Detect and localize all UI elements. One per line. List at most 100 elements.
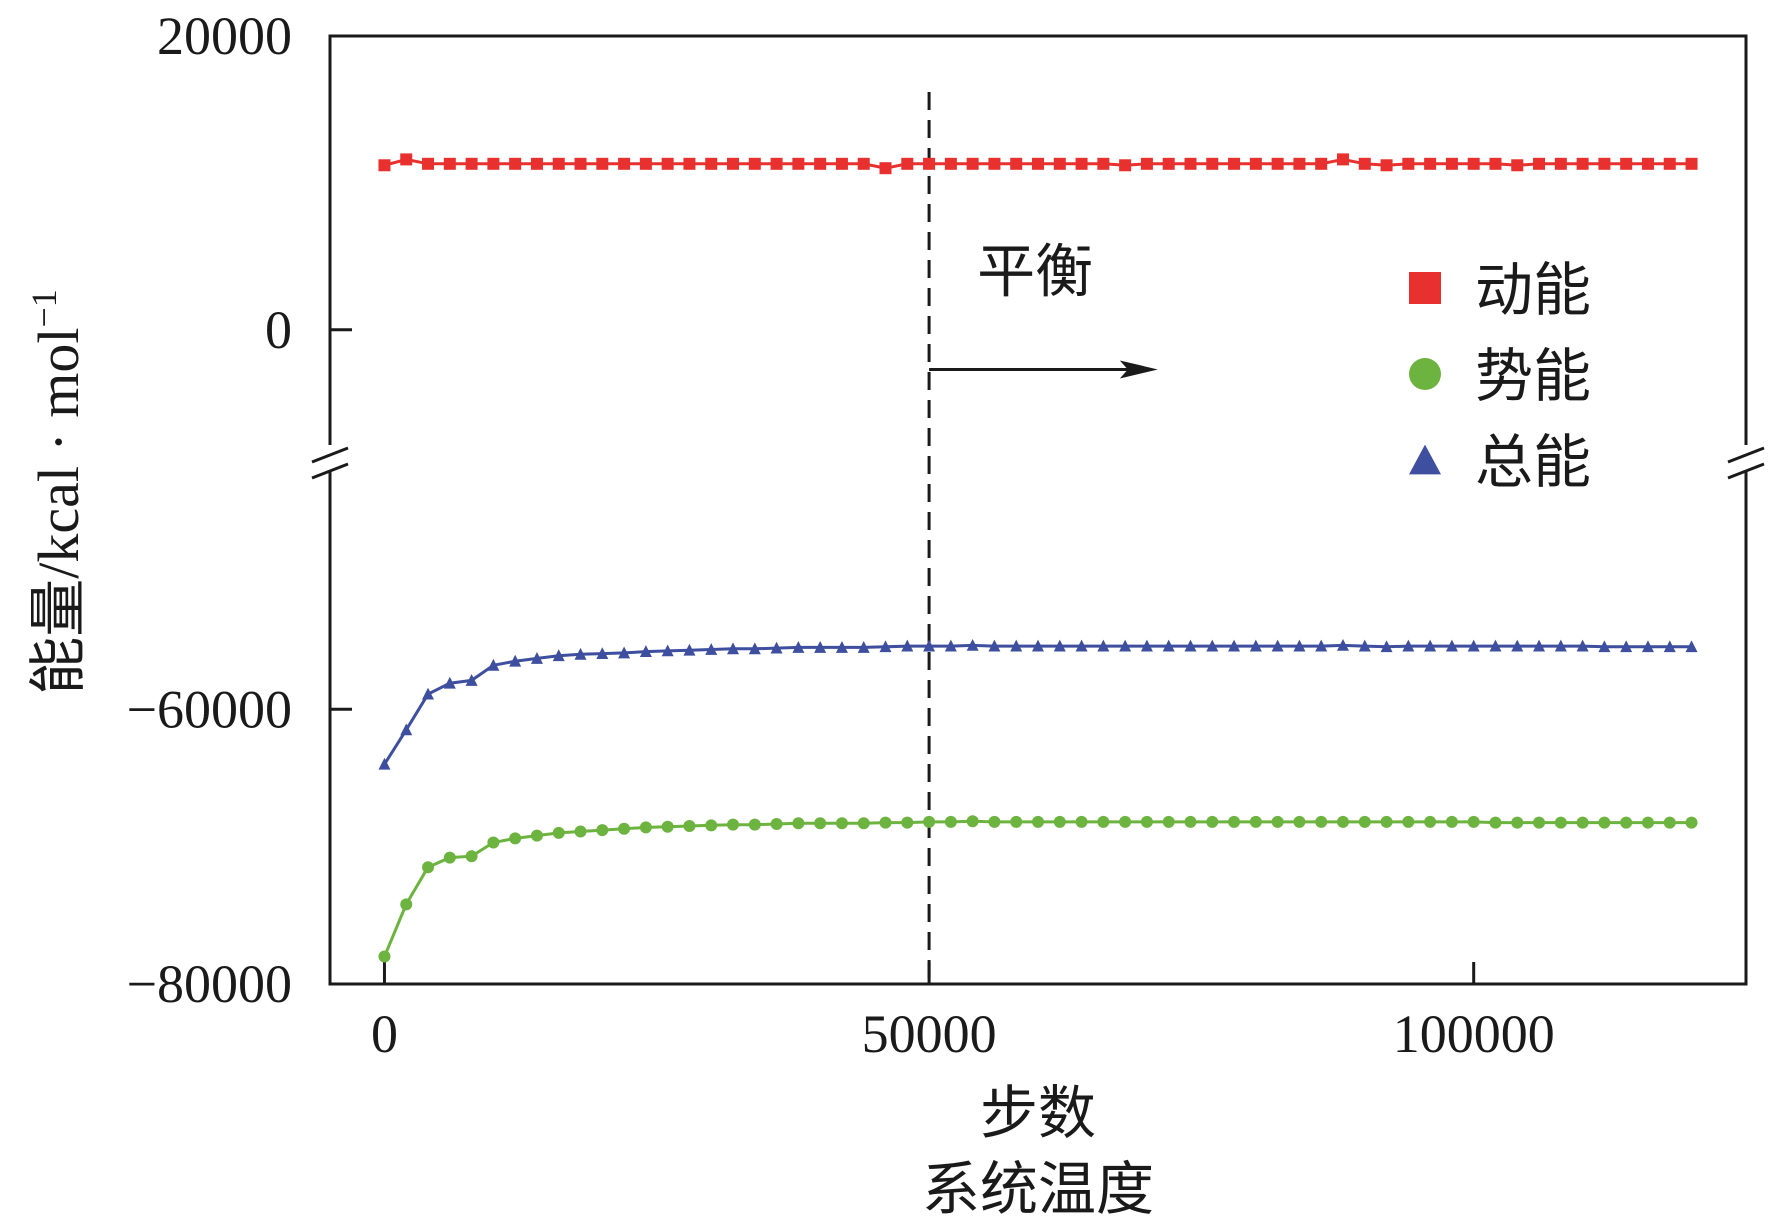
data-point — [661, 644, 674, 657]
data-point — [639, 157, 652, 170]
legend-label: 总能 — [1475, 430, 1591, 495]
data-point — [748, 642, 761, 655]
series-circle — [378, 815, 1698, 963]
data-point — [1162, 157, 1175, 170]
data-point — [1315, 157, 1328, 170]
y-axis-title-main: 能量/kcal · mol — [26, 328, 91, 695]
data-point — [1293, 815, 1306, 828]
data-point — [1641, 816, 1654, 829]
legend-item: 总能 — [1409, 430, 1591, 495]
data-point — [1075, 157, 1088, 170]
data-point — [1358, 815, 1371, 828]
data-point — [1097, 639, 1110, 652]
data-point — [988, 639, 1001, 652]
data-point — [1641, 157, 1654, 170]
data-point — [1424, 639, 1437, 652]
data-point — [530, 157, 543, 170]
data-point — [596, 824, 609, 837]
data-point — [1598, 640, 1611, 653]
data-point — [530, 829, 543, 842]
legend-label: 势能 — [1475, 344, 1591, 409]
data-point — [988, 157, 1001, 170]
data-point — [1206, 815, 1219, 828]
data-point — [879, 640, 892, 653]
data-point — [1184, 639, 1197, 652]
data-point — [1511, 159, 1524, 172]
data-point — [1206, 157, 1219, 170]
data-point — [879, 162, 892, 175]
data-point — [509, 832, 522, 845]
series-line — [383, 643, 1692, 766]
data-point — [1315, 815, 1328, 828]
data-point — [574, 157, 587, 170]
data-point — [1641, 640, 1654, 653]
plot-frame — [328, 34, 1748, 986]
data-point — [618, 157, 631, 170]
data-point — [1271, 157, 1284, 170]
data-point — [727, 642, 740, 655]
data-point — [1271, 815, 1284, 828]
data-point — [618, 822, 631, 835]
data-point — [683, 157, 696, 170]
data-point — [400, 153, 413, 166]
data-point — [835, 817, 848, 830]
legend-label: 动能 — [1475, 258, 1591, 323]
data-point — [596, 157, 609, 170]
data-point — [596, 647, 609, 660]
data-point — [1032, 157, 1044, 170]
data-point — [1140, 815, 1153, 828]
data-point — [857, 157, 870, 170]
data-point — [1097, 815, 1110, 828]
y-tick-label: 20000 — [157, 6, 292, 66]
data-point — [618, 646, 631, 659]
data-point — [1533, 157, 1546, 170]
data-point — [1380, 815, 1393, 828]
data-point — [1336, 153, 1349, 166]
data-point — [792, 817, 805, 830]
data-point — [879, 816, 892, 829]
data-point — [1576, 157, 1589, 170]
data-point — [792, 157, 805, 170]
data-point — [1533, 816, 1546, 829]
series-line — [383, 819, 1692, 958]
data-point — [901, 639, 914, 652]
data-point — [814, 817, 827, 830]
data-point — [422, 861, 435, 874]
data-point — [923, 639, 936, 652]
data-point — [1576, 816, 1589, 829]
data-point — [1010, 639, 1023, 652]
data-point — [552, 826, 565, 839]
data-point — [966, 157, 979, 170]
data-point — [792, 641, 805, 653]
data-point — [1663, 816, 1676, 829]
y-tick-label: −80000 — [127, 954, 292, 1014]
data-point — [1576, 639, 1589, 652]
data-point — [1358, 157, 1371, 170]
data-point — [509, 157, 522, 170]
data-point — [1140, 157, 1153, 170]
data-point — [966, 815, 979, 828]
data-point — [1358, 639, 1371, 652]
data-point — [1271, 639, 1284, 652]
data-point — [639, 821, 652, 834]
data-point — [1184, 157, 1197, 170]
data-point — [1053, 157, 1066, 170]
data-point — [400, 898, 413, 911]
data-point — [1249, 815, 1262, 828]
data-point — [770, 641, 783, 654]
data-point — [1598, 157, 1611, 170]
data-point — [1685, 157, 1698, 170]
data-point — [748, 157, 761, 170]
data-point — [1511, 816, 1524, 829]
data-point — [988, 815, 1001, 828]
equilibrium-annotation: 平衡 — [927, 92, 1158, 984]
data-point — [1162, 815, 1175, 828]
data-point — [1402, 815, 1415, 828]
data-point — [683, 820, 696, 833]
data-point — [1620, 816, 1633, 829]
data-point — [1685, 640, 1698, 653]
data-point — [966, 638, 979, 651]
data-point — [552, 157, 565, 170]
y-axis-ticks: 20000 0 −60000 −80000 — [127, 6, 352, 1014]
data-point — [1511, 639, 1524, 652]
